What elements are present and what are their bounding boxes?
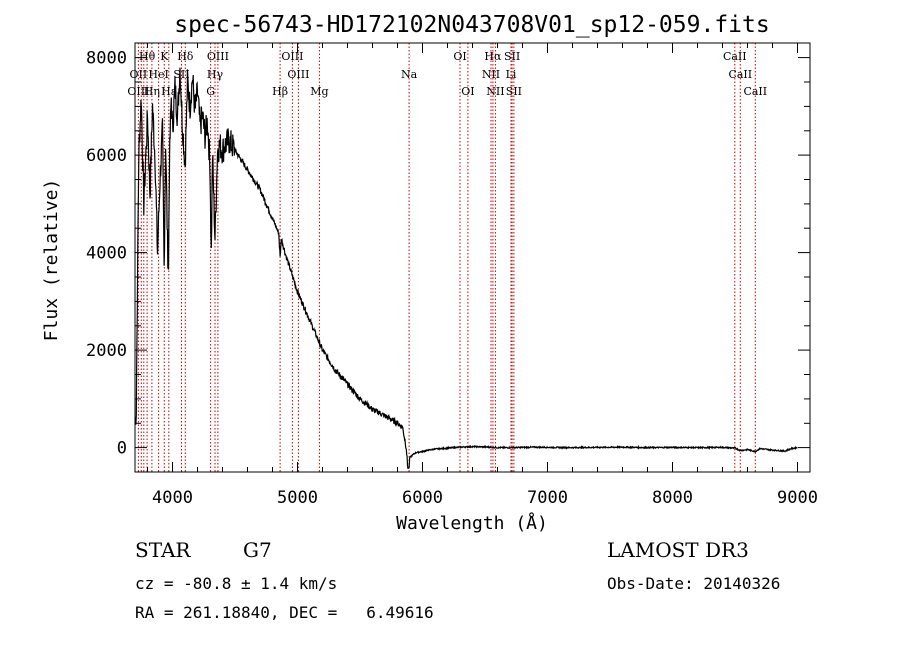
survey-name: LAMOST DR3 [607, 538, 749, 562]
line-label: SII [506, 85, 522, 98]
x-axis-label: Wavelength (Å) [396, 512, 548, 534]
coordinates: RA = 261.18840, DEC = 6.49616 [135, 603, 434, 622]
observation-date: Obs-Date: 20140326 [607, 574, 781, 593]
line-label: NII [486, 85, 504, 98]
line-label: OIII [127, 85, 149, 98]
x-axis-ticks: 4000 5000 6000 7000 8000 9000 [147, 43, 818, 508]
line-label: OIII [207, 50, 229, 63]
object-type: STAR [135, 538, 191, 562]
line-label: K [160, 50, 169, 63]
x-tick-label: 8000 [652, 488, 693, 508]
y-tick-label: 0 [117, 439, 127, 459]
y-axis-ticks: 0 2000 4000 6000 8000 [86, 49, 810, 473]
x-tick-label: 5000 [277, 488, 318, 508]
line-label: NII [482, 68, 500, 81]
line-label: Hε [161, 85, 177, 98]
y-tick-label: 2000 [86, 341, 127, 361]
spectrum-line [134, 67, 798, 469]
line-label: Na [401, 68, 418, 81]
line-label: HeI [148, 68, 168, 81]
line-label: Hη [144, 85, 160, 98]
x-tick-label: 4000 [152, 488, 193, 508]
line-label: OIII [281, 50, 303, 63]
line-label: Hδ [177, 50, 194, 63]
line-label: CaII [723, 50, 747, 63]
x-tick-label: 7000 [527, 488, 568, 508]
line-label: OI [453, 50, 466, 63]
line-label: Mg [310, 85, 328, 98]
line-label: Hβ [272, 85, 288, 98]
y-tick-label: 8000 [86, 49, 127, 69]
line-label: Hγ [207, 68, 224, 81]
line-label: G [206, 85, 215, 98]
line-label: OIII [287, 68, 309, 81]
line-label: Hα [484, 50, 502, 63]
line-label: SII [173, 68, 189, 81]
plot-frame [134, 42, 811, 473]
y-tick-label: 6000 [86, 146, 127, 166]
line-label: OII [130, 68, 148, 81]
chart-title: spec-56743-HD172102N043708V01_sp12-059.f… [174, 12, 769, 38]
line-label: CaII [728, 68, 752, 81]
line-label: CaII [743, 85, 767, 98]
line-label: OI [461, 85, 474, 98]
y-tick-label: 4000 [86, 244, 127, 264]
line-label: Hθ [139, 50, 156, 63]
line-label: SII [504, 50, 520, 63]
x-tick-label: 9000 [777, 488, 818, 508]
redshift-velocity: cz = -80.8 ± 1.4 km/s [135, 574, 338, 593]
subclass: G7 [243, 538, 272, 562]
y-axis-label: Flux (relative) [41, 179, 62, 342]
x-tick-label: 6000 [402, 488, 443, 508]
emission-line-markers [137, 43, 756, 472]
line-label: Li [506, 68, 517, 81]
